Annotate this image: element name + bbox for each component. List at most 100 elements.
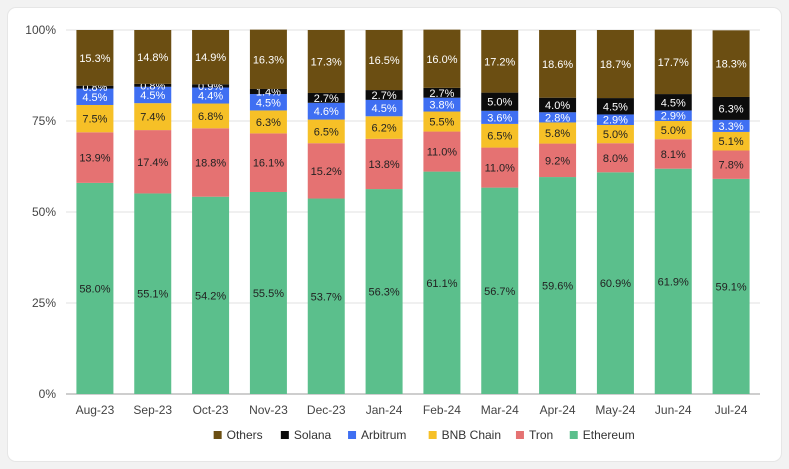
bar-segment — [365, 90, 403, 100]
data-label: 54.2% — [195, 290, 226, 302]
data-label: 6.8% — [198, 111, 223, 123]
x-tick-label: Jun-24 — [655, 403, 692, 417]
y-tick-label: 75% — [32, 114, 56, 128]
bar-segment — [539, 177, 577, 394]
data-label: 9.2% — [545, 155, 570, 167]
bar-segment — [539, 30, 577, 98]
data-label: 18.8% — [195, 157, 226, 169]
bar-segment — [596, 30, 634, 99]
data-label: 11.0% — [485, 163, 516, 175]
data-label: 14.8% — [137, 52, 168, 64]
data-label: 6.5% — [487, 131, 512, 143]
data-label: 55.1% — [137, 289, 168, 301]
bar-segment — [249, 191, 287, 394]
bar-segment — [654, 121, 692, 140]
data-label: 56.3% — [368, 287, 399, 299]
bar-segment — [134, 103, 172, 131]
legend-swatch — [348, 431, 357, 439]
bar-segment — [596, 143, 634, 173]
data-label: 4.5% — [661, 97, 686, 109]
data-label: 5.0% — [487, 97, 512, 109]
bar-segment — [539, 112, 577, 123]
bar-segment — [654, 110, 692, 121]
x-tick-label: Jan-24 — [366, 403, 403, 417]
bar-segment — [481, 92, 519, 111]
bar-segment — [365, 138, 403, 190]
legend-swatch — [515, 431, 524, 439]
data-label: 4.5% — [372, 103, 397, 115]
bar-segment — [712, 96, 750, 120]
bar-segment — [654, 168, 692, 394]
data-label: 55.5% — [253, 288, 284, 300]
bar-segment — [365, 99, 403, 117]
data-label: 17.2% — [484, 56, 515, 68]
data-label: 13.9% — [79, 153, 110, 165]
bar-segment — [712, 150, 750, 179]
bar-segment — [712, 131, 750, 151]
bar-segment — [423, 97, 461, 112]
bar-segment — [192, 84, 230, 88]
bar-segment — [423, 87, 461, 98]
data-label: 18.6% — [542, 59, 573, 71]
bar-segment — [654, 94, 692, 111]
data-label: 18.3% — [715, 59, 746, 71]
bar-segment — [76, 182, 114, 394]
data-label: 14.9% — [195, 52, 226, 64]
bar-segment — [423, 111, 461, 132]
data-label: 5.0% — [661, 125, 686, 137]
legend-label: Tron — [529, 428, 553, 442]
bar-segment — [596, 114, 634, 126]
bar-segment — [423, 131, 461, 172]
bar-segment — [423, 171, 461, 394]
data-label: 5.8% — [545, 128, 570, 140]
bar-segment — [249, 110, 287, 134]
bar-segment — [539, 122, 577, 144]
bar-segment — [134, 193, 172, 394]
data-label: 59.1% — [715, 281, 746, 293]
bar-segment — [307, 102, 345, 120]
bar-segment — [654, 139, 692, 169]
legend-label: Solana — [294, 428, 332, 442]
bar-segment — [76, 30, 114, 86]
bar-segment — [249, 133, 287, 192]
x-tick-label: Oct-23 — [193, 403, 229, 417]
data-label: 17.4% — [137, 157, 168, 169]
data-label: 5.0% — [603, 129, 628, 141]
data-label: 13.8% — [368, 159, 399, 171]
data-label: 8.0% — [603, 153, 628, 165]
legend-label: Others — [227, 428, 263, 442]
bar-segment — [481, 30, 519, 93]
legend-label: BNB Chain — [442, 428, 501, 442]
data-label: 2.8% — [545, 112, 570, 124]
data-label: 2.7% — [429, 88, 454, 100]
data-label: 16.0% — [426, 54, 457, 66]
bar-segment — [192, 30, 230, 85]
y-tick-label: 100% — [25, 23, 56, 37]
data-label: 15.2% — [311, 166, 342, 178]
data-label: 61.1% — [426, 278, 457, 290]
bar-segment — [307, 198, 345, 394]
data-label: 6.3% — [719, 103, 744, 115]
bar-segment — [76, 104, 114, 133]
bar-segment — [365, 30, 403, 91]
bar-segment — [249, 29, 287, 89]
y-tick-label: 50% — [32, 205, 56, 219]
x-tick-label: Apr-24 — [540, 403, 576, 417]
x-tick-label: Mar-24 — [481, 403, 519, 417]
data-label: 60.9% — [600, 278, 631, 290]
data-label: 5.5% — [429, 117, 454, 129]
bar-segment — [596, 98, 634, 115]
bar-segment — [76, 88, 114, 105]
data-label: 4.6% — [314, 106, 339, 118]
bar-segment — [596, 172, 634, 394]
bar-segment — [134, 86, 172, 104]
legend-label: Arbitrum — [361, 428, 406, 442]
bar-segment — [539, 143, 577, 178]
x-tick-label: Jul-24 — [715, 403, 748, 417]
data-label: 11.0% — [427, 147, 458, 159]
bar-segment — [192, 128, 230, 197]
data-label: 4.5% — [603, 101, 628, 113]
data-label: 17.3% — [311, 56, 342, 68]
data-label: 4.5% — [82, 92, 107, 104]
bar-segment — [596, 125, 634, 144]
